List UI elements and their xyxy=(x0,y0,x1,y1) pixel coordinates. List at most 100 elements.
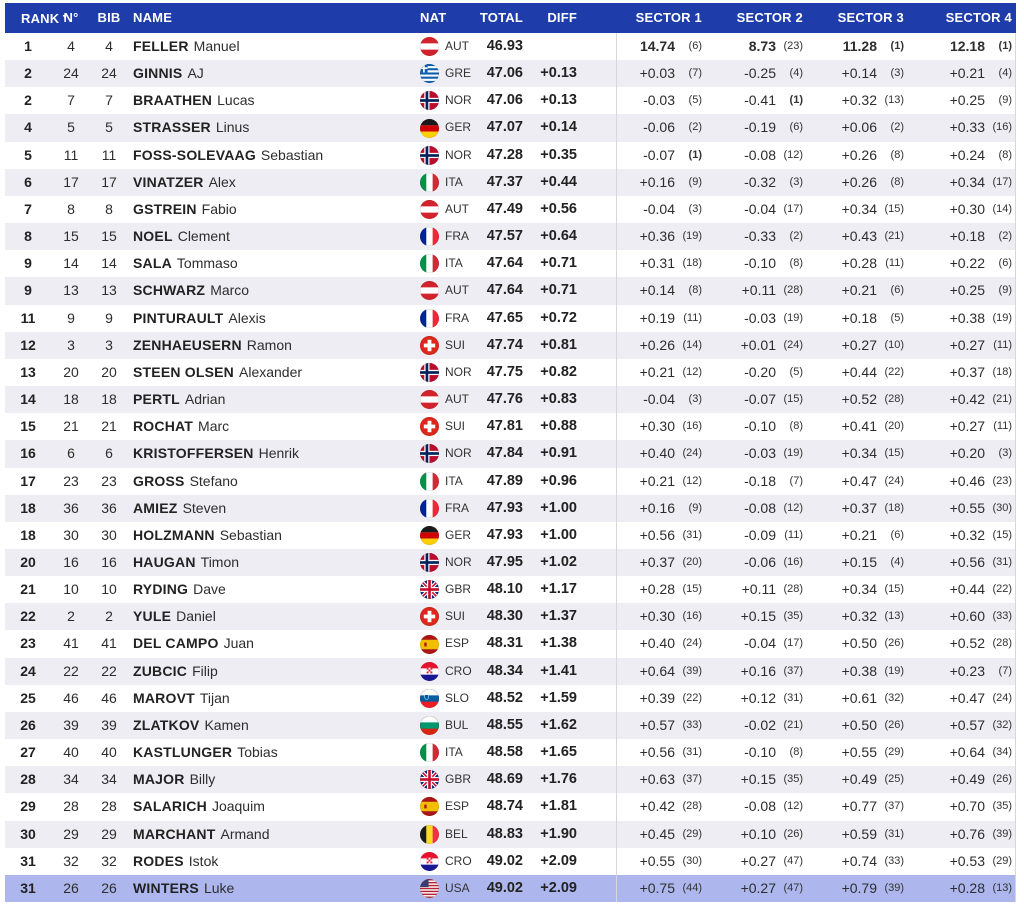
sector1-cell: +0.45 (29) xyxy=(616,820,706,848)
sector-time: -0.41 xyxy=(744,92,776,109)
sector-rank: (28) xyxy=(783,284,803,297)
column-header-sector1[interactable]: SECTOR 1 xyxy=(635,10,702,25)
athlete-name: PERTL Adrian xyxy=(127,386,411,413)
row-spacer xyxy=(581,630,616,657)
sector-time: +0.77 xyxy=(841,798,877,815)
sector-time: -0.03 xyxy=(744,309,776,326)
result-row[interactable]: 8 15 15 NOEL Clement FRA 47.57 +0.64 +0.3… xyxy=(5,223,1015,251)
result-row[interactable]: 1 4 4 FELLER Manuel AUT 46.93 14.74 (6) 8.… xyxy=(5,33,1015,61)
result-row[interactable]: 9 13 13 SCHWARZ Marco AUT 47.64 +0.71 +0.… xyxy=(5,277,1015,305)
diff-cell: +0.71 xyxy=(540,282,577,299)
athlete-name: WINTERS Luke xyxy=(127,875,411,902)
result-row[interactable]: 26 39 39 ZLATKOV Kamen BUL 48.55 +1.62 +0… xyxy=(5,711,1015,740)
sector-time: +0.53 xyxy=(949,852,985,869)
result-row[interactable]: 9 14 14 SALA Tommaso ITA 47.64 +0.71 +0.3… xyxy=(5,250,1015,278)
total-time-cell: 48.83 xyxy=(486,825,523,842)
nation-code: FRA xyxy=(445,310,469,325)
result-row[interactable]: 6 17 17 VINATZER Alex ITA 47.37 +0.44 +0.… xyxy=(5,168,1015,196)
result-row[interactable]: 2 7 7 BRAATHEN Lucas NOR 47.06 +0.13 -0.0… xyxy=(5,87,1015,115)
nation-code: SUI xyxy=(445,609,466,624)
result-row[interactable]: 29 28 28 SALARICH Joaquim ESP 48.74 +1.81… xyxy=(5,793,1015,821)
result-row[interactable]: 4 5 5 STRASSER Linus GER 47.07 +0.14 -0.0… xyxy=(5,114,1015,142)
result-row[interactable]: 23 41 41 DEL CAMPO Juan ESP 48.31 +1.38 +… xyxy=(5,630,1015,658)
bib-cell: 5 xyxy=(105,119,113,136)
result-row[interactable]: 31 32 32 RODES Istok CRO 49.02 +2.09 +0.5… xyxy=(5,847,1015,875)
result-row[interactable]: 28 34 34 MAJOR Billy GBR 48.69 +1.76 +0.6… xyxy=(5,766,1015,794)
result-row[interactable]: 14 18 18 PERTL Adrian AUT 47.76 +0.83 -0.… xyxy=(5,386,1015,414)
sector-time: +0.30 xyxy=(949,200,985,217)
column-header-rank[interactable]: RANK ▼ xyxy=(5,3,68,34)
column-header-sector3[interactable]: SECTOR 3 xyxy=(837,10,904,25)
column-header-sector4[interactable]: SECTOR 4 xyxy=(945,10,1012,25)
column-header-name[interactable]: NAME xyxy=(133,10,173,25)
sector-rank: (28) xyxy=(682,800,702,813)
sector-time: +0.28 xyxy=(949,879,985,896)
sector2-cell: -0.10 (8) xyxy=(706,413,807,440)
result-row[interactable]: 13 20 20 STEEN OLSEN Alexander NOR 47.75 … xyxy=(5,358,1015,387)
column-header-diff[interactable]: DIFF xyxy=(547,10,577,25)
result-row[interactable]: 21 10 10 RYDING Dave GBR 48.10 +1.17 +0.2… xyxy=(5,576,1015,604)
sector1-cell: +0.40 (24) xyxy=(616,630,706,658)
result-row[interactable]: 18 36 36 AMIEZ Steven FRA 47.93 +1.00 +0.… xyxy=(5,494,1015,522)
start-number-cell: 41 xyxy=(63,635,79,652)
sort-descending-icon: ▼ xyxy=(61,14,69,21)
sector-rank: (1) xyxy=(890,40,904,52)
sector-time: +0.55 xyxy=(639,852,675,869)
sector-rank: (12) xyxy=(783,148,803,161)
sector-time: +0.20 xyxy=(949,445,985,462)
sector4-cell: +0.27 (11) xyxy=(908,332,1016,359)
sector-time: +0.52 xyxy=(949,635,985,652)
result-row[interactable]: 27 40 40 KASTLUNGER Tobias ITA 48.58 +1.6… xyxy=(5,739,1015,767)
flag-cro-icon xyxy=(420,851,439,871)
bib-cell: 3 xyxy=(105,336,113,353)
athlete-first-name: Armand xyxy=(220,825,270,842)
result-row[interactable]: 30 29 29 MARCHANT Armand BEL 48.83 +1.90 … xyxy=(5,820,1015,848)
result-row[interactable]: 18 30 30 HOLZMANN Sebastian GER 47.93 +1.… xyxy=(5,521,1015,549)
result-row[interactable]: 16 6 6 KRISTOFFERSEN Henrik NOR 47.84 +0.… xyxy=(5,440,1015,468)
sector-rank: (13) xyxy=(884,94,904,107)
sector-time: +0.56 xyxy=(639,526,675,543)
result-row[interactable]: 25 46 46 MAROVT Tijan SLO 48.52 +1.59 +0.… xyxy=(5,684,1015,712)
column-header-number[interactable]: N° xyxy=(63,10,79,25)
sector-rank: (19) xyxy=(884,664,904,677)
sector-time: +0.12 xyxy=(740,689,776,706)
sector-time: +0.42 xyxy=(949,391,985,408)
row-spacer xyxy=(581,223,616,250)
column-header-nat[interactable]: NAT xyxy=(420,10,447,25)
result-row[interactable]: 5 11 11 FOSS-SOLEVAAG Sebastian NOR 47.28… xyxy=(5,141,1015,169)
sector-time: +0.60 xyxy=(949,608,985,625)
sector-rank: (35) xyxy=(992,800,1012,813)
sector-rank: (12) xyxy=(783,800,803,813)
result-row[interactable]: 11 9 9 PINTURAULT Alexis FRA 47.65 +0.72 … xyxy=(5,304,1015,332)
nation-code: ESP xyxy=(445,799,470,814)
result-row[interactable]: 15 21 21 ROCHAT Marc SUI 47.81 +0.88 +0.3… xyxy=(5,413,1015,441)
column-header-bib[interactable]: BIB xyxy=(97,10,121,25)
result-row[interactable]: 17 23 23 GROSS Stefano ITA 47.89 +0.96 +0… xyxy=(5,467,1015,495)
result-row[interactable]: 7 8 8 GSTREIN Fabio AUT 47.49 +0.56 -0.04… xyxy=(5,195,1015,224)
flag-ger-icon xyxy=(420,118,439,138)
nation-cell: ESP xyxy=(411,793,479,820)
nation-cell: GRE xyxy=(411,60,479,87)
bib-cell: 6 xyxy=(105,445,113,462)
result-row[interactable]: 12 3 3 ZENHAEUSERN Ramon SUI 47.74 +0.81 … xyxy=(5,331,1016,359)
sector-time: +0.52 xyxy=(841,391,877,408)
sector-rank: (39) xyxy=(682,664,702,677)
sector-time: +0.26 xyxy=(841,146,877,163)
result-row[interactable]: 24 22 22 ZUBCIC Filip CRO 48.34 +1.41 +0.… xyxy=(5,657,1015,685)
sector2-cell: -0.06 (16) xyxy=(706,549,807,576)
sector3-cell: +0.38 (19) xyxy=(807,658,908,685)
sector-time: +0.18 xyxy=(841,309,877,326)
column-header-total[interactable]: TOTAL xyxy=(479,10,523,25)
result-row[interactable]: 20 16 16 HAUGAN Timon NOR 47.95 +1.02 +0.… xyxy=(5,548,1015,577)
athlete-name: MAJOR Billy xyxy=(127,766,411,793)
total-time-cell: 47.89 xyxy=(486,472,523,489)
sector3-cell: +0.32 (13) xyxy=(807,603,908,630)
bib-cell: 4 xyxy=(105,38,113,54)
header-spacer xyxy=(581,3,616,34)
result-row[interactable]: 2 24 24 GINNIS AJ GRE 47.06 +0.13 +0.03 (7… xyxy=(5,60,1015,88)
result-row[interactable]: 31 26 26 WINTERS Luke USA 49.02 +2.09 +0.… xyxy=(5,874,1015,903)
nation-cell: BEL xyxy=(411,821,479,848)
rank-cell: 29 xyxy=(20,798,36,815)
column-header-sector2[interactable]: SECTOR 2 xyxy=(736,10,803,25)
result-row[interactable]: 22 2 2 YULE Daniel SUI 48.30 +1.37 +0.30 (… xyxy=(5,603,1015,631)
